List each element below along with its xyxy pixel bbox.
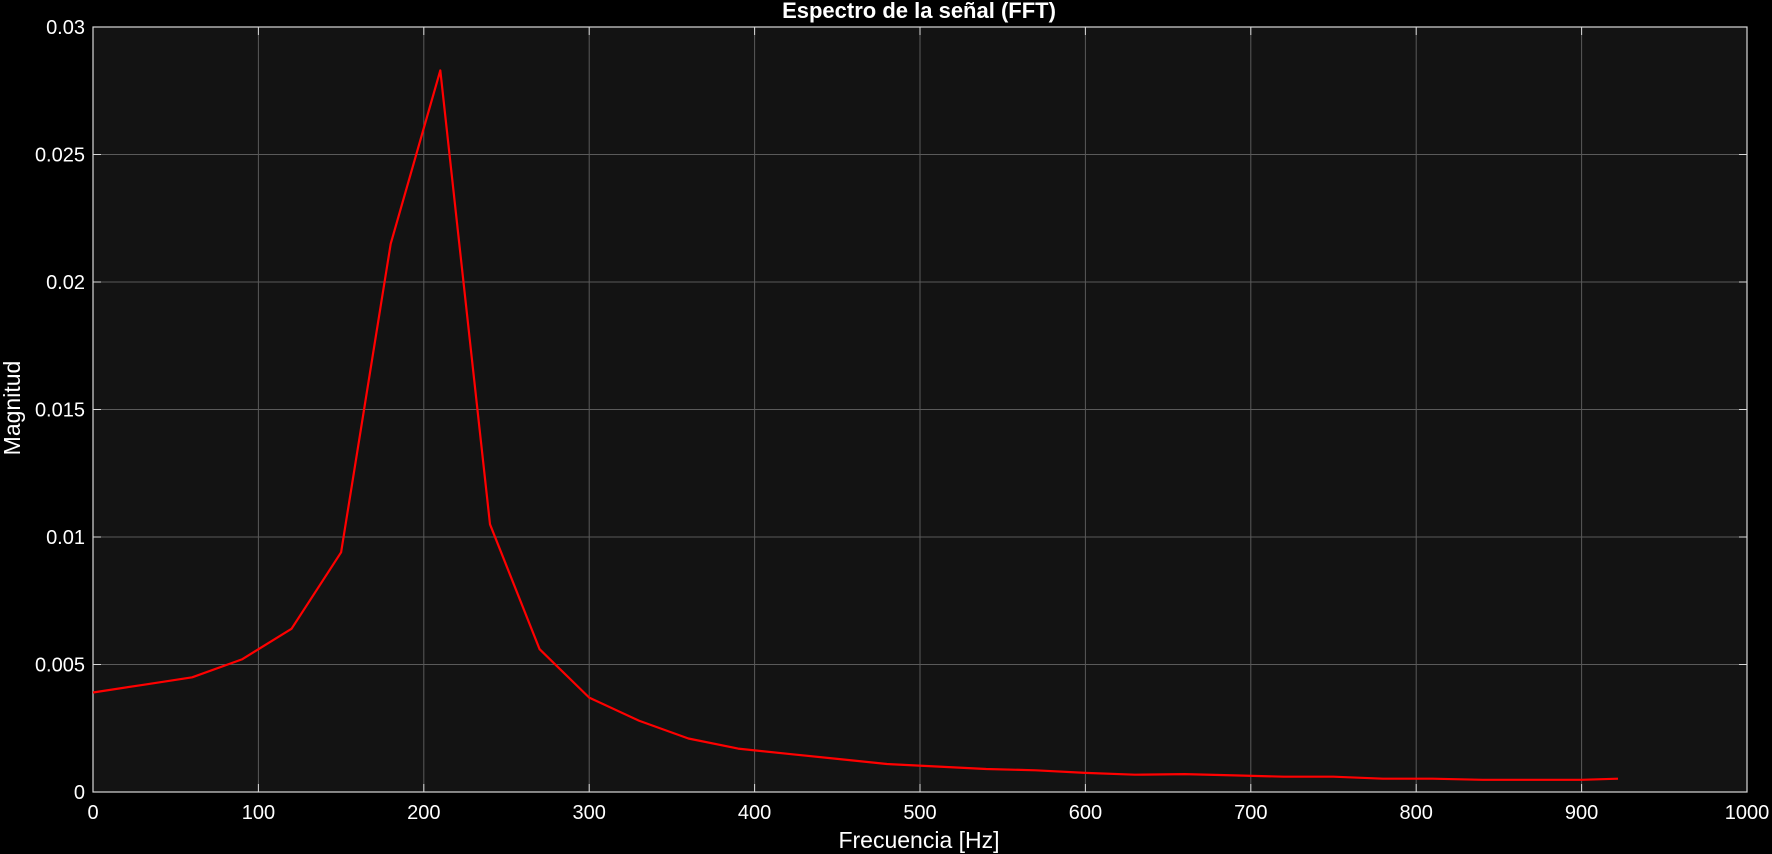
y-tick-label: 0.015 [35,400,85,422]
y-tick-label: 0.03 [46,17,85,39]
x-tick-label: 1000 [1725,802,1770,824]
x-tick-label: 100 [242,802,275,824]
x-tick-label: 900 [1565,802,1598,824]
y-axis-label: Magnitud [0,361,25,456]
y-tick-label: 0.025 [35,145,85,167]
x-tick-labels: 0 100 200 300 400 500 600 700 800 900 1000 [87,802,1769,824]
series-line [92,69,1619,781]
y-tick-label: 0.01 [46,527,85,549]
x-tick-label: 700 [1234,802,1267,824]
y-tick-label: 0 [74,782,85,804]
x-axis-label: Frecuencia [Hz] [838,827,999,853]
axis-ticks [92,26,1748,793]
x-tick-label: 0 [87,802,98,824]
x-tick-label: 500 [903,802,936,824]
chart-title: Espectro de la señal (FFT) [782,0,1056,23]
x-tick-label: 400 [738,802,771,824]
x-tick-label: 600 [1069,802,1102,824]
x-tick-label: 300 [573,802,606,824]
y-tick-label: 0.005 [35,655,85,677]
y-tick-labels: 0 0.005 0.01 0.015 0.02 0.025 0.03 [35,17,85,804]
y-tick-label: 0.02 [46,272,85,294]
x-tick-label: 200 [407,802,440,824]
x-tick-label: 800 [1400,802,1433,824]
